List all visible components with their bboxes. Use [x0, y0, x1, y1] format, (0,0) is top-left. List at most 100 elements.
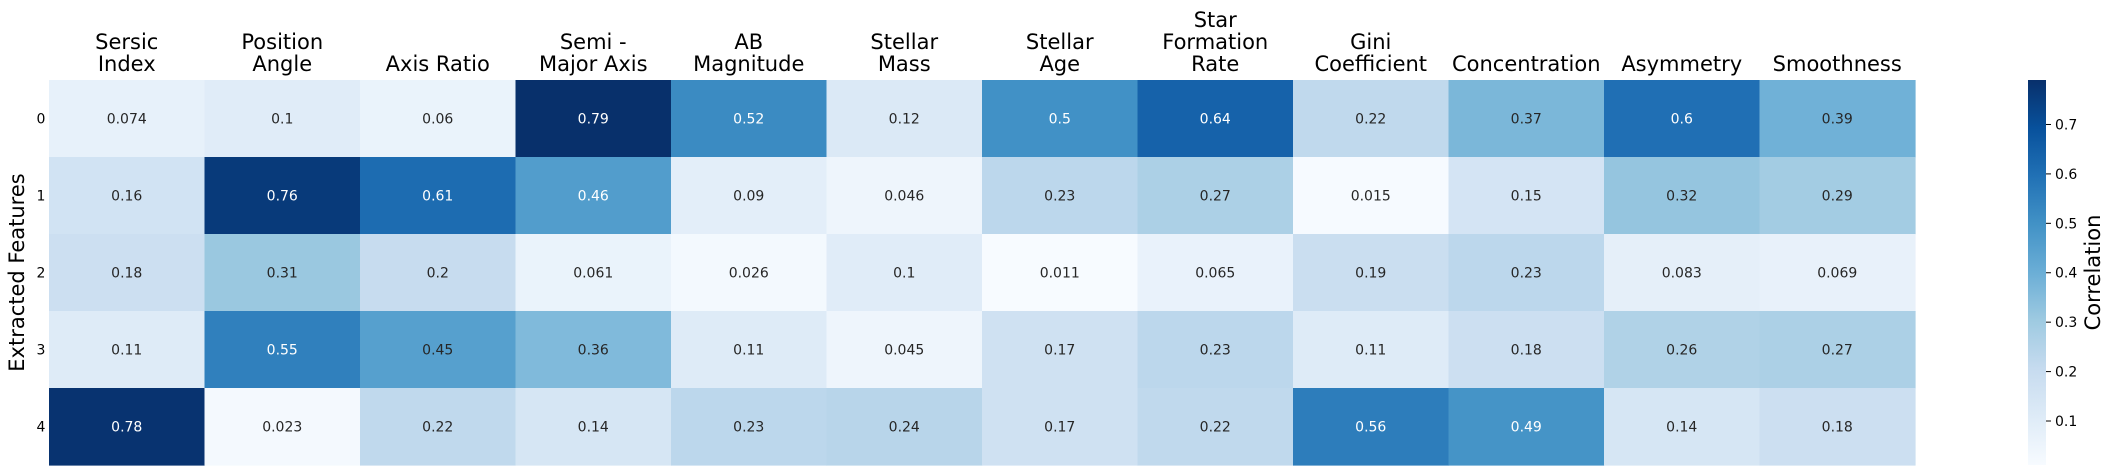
heatmap-cell — [204, 80, 361, 158]
heatmap-cell — [1604, 388, 1761, 466]
cell-value-label: 0.17 — [1044, 420, 1075, 436]
cell-value-label: 0.1 — [893, 266, 915, 282]
cell-value-label: 0.069 — [1817, 266, 1857, 282]
cell-value-label: 0.18 — [1511, 343, 1542, 359]
cell-value-label: 0.24 — [889, 420, 920, 436]
heatmap-cell — [1604, 157, 1761, 235]
colorbar-title: Correlation — [2081, 215, 2105, 331]
column-label: Semi - — [560, 30, 627, 54]
column-label: Stellar — [1026, 30, 1094, 54]
heatmap-cell — [1293, 388, 1450, 466]
heatmap-cells — [49, 80, 1916, 466]
colorbar-tick-label: 0.5 — [2055, 216, 2077, 232]
cell-value-label: 0.23 — [1044, 189, 1075, 205]
heatmap-cell — [204, 157, 361, 235]
heatmap-cell — [515, 311, 672, 389]
column-label: Coefficient — [1314, 52, 1427, 76]
heatmap-cell — [515, 234, 672, 312]
colorbar-tick-label: 0.1 — [2055, 414, 2077, 430]
cell-value-label: 0.17 — [1044, 343, 1075, 359]
heatmap-cell — [826, 80, 983, 158]
heatmap-cell — [671, 80, 828, 158]
column-label: Magnitude — [693, 52, 804, 76]
heatmap-cell — [1448, 234, 1605, 312]
heatmap-cell — [515, 157, 672, 235]
heatmap-cell — [982, 234, 1139, 312]
cell-value-label: 0.06 — [422, 112, 453, 128]
column-label: Index — [98, 52, 156, 76]
cell-value-label: 0.11 — [111, 343, 142, 359]
heatmap-cell — [1759, 311, 1916, 389]
cell-value-label: 0.2 — [427, 266, 449, 282]
heatmap-cell — [826, 311, 983, 389]
cell-value-label: 0.074 — [107, 112, 147, 128]
column-label: Asymmetry — [1621, 52, 1742, 76]
column-label: Sersic — [95, 30, 158, 54]
heatmap-cell — [360, 157, 517, 235]
heatmap-cell — [1604, 234, 1761, 312]
column-label: Rate — [1191, 52, 1239, 76]
heatmap-cell — [360, 388, 517, 466]
heatmap-cell — [49, 157, 206, 235]
cell-value-label: 0.015 — [1351, 189, 1391, 205]
column-label: Mass — [878, 52, 931, 76]
cell-value-label: 0.27 — [1200, 189, 1231, 205]
heatmap-cell — [1604, 311, 1761, 389]
cell-value-label: 0.5 — [1049, 112, 1071, 128]
cell-value-label: 0.36 — [578, 343, 609, 359]
cell-value-label: 0.023 — [262, 420, 302, 436]
heatmap-cell — [49, 311, 206, 389]
heatmap-cell — [360, 234, 517, 312]
cell-value-label: 0.32 — [1666, 189, 1697, 205]
row-label: 0 — [37, 112, 46, 128]
heatmap-cell — [204, 388, 361, 466]
cell-value-label: 0.22 — [1200, 420, 1231, 436]
heatmap-cell — [1448, 80, 1605, 158]
row-label: 1 — [37, 189, 46, 205]
cell-value-label: 0.23 — [733, 420, 764, 436]
cell-value-label: 0.39 — [1822, 112, 1853, 128]
column-label: Formation — [1162, 30, 1268, 54]
column-label: Axis Ratio — [386, 52, 490, 76]
cell-value-label: 0.56 — [1355, 420, 1386, 436]
cell-value-label: 0.1 — [271, 112, 293, 128]
cell-value-label: 0.15 — [1511, 189, 1542, 205]
heatmap-cell — [826, 388, 983, 466]
heatmap-cell — [1759, 157, 1916, 235]
cell-value-label: 0.78 — [111, 420, 142, 436]
column-label: Major Axis — [539, 52, 648, 76]
cell-value-label: 0.26 — [1666, 343, 1697, 359]
heatmap-cell — [1759, 234, 1916, 312]
cell-value-label: 0.31 — [267, 266, 298, 282]
cell-value-label: 0.79 — [578, 112, 609, 128]
colorbar-tick-label: 0.2 — [2055, 365, 2077, 381]
heatmap-cell — [49, 234, 206, 312]
cell-value-label: 0.18 — [111, 266, 142, 282]
cell-value-label: 0.61 — [422, 189, 453, 205]
cell-value-label: 0.52 — [733, 112, 764, 128]
heatmap-cell — [1604, 80, 1761, 158]
heatmap-cell — [1448, 311, 1605, 389]
cell-value-label: 0.55 — [267, 343, 298, 359]
heatmap-cell — [1137, 311, 1294, 389]
heatmap-cell — [1137, 157, 1294, 235]
cell-value-label: 0.46 — [578, 189, 609, 205]
cell-value-label: 0.11 — [733, 343, 764, 359]
row-label: 4 — [37, 420, 46, 436]
heatmap-cell — [360, 311, 517, 389]
heatmap-cell — [1759, 388, 1916, 466]
heatmap-cell — [1448, 157, 1605, 235]
colorbar: 0.1 0.2 0.3 0.4 0.5 0.6 0.7 — [2028, 80, 2077, 465]
heatmap-cell — [204, 234, 361, 312]
cell-value-label: 0.12 — [889, 112, 920, 128]
cell-value-label: 0.64 — [1200, 112, 1231, 128]
heatmap-cell — [671, 311, 828, 389]
cell-value-label: 0.18 — [1822, 420, 1853, 436]
column-label: Angle — [252, 52, 312, 76]
heatmap-cell — [826, 234, 983, 312]
cell-value-label: 0.23 — [1511, 266, 1542, 282]
colorbar-tick-label: 0.3 — [2055, 315, 2077, 331]
cell-value-label: 0.49 — [1511, 420, 1542, 436]
heatmap-cell — [982, 388, 1139, 466]
cell-value-label: 0.23 — [1200, 343, 1231, 359]
